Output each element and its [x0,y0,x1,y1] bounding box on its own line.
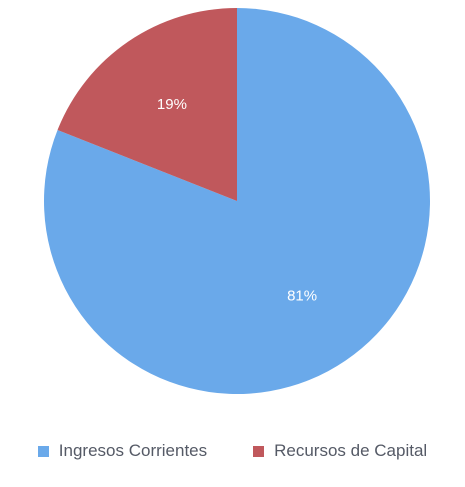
data-label-recursos-de-capital: 19% [157,96,187,113]
legend-label-recursos-de-capital: Recursos de Capital [274,441,428,460]
legend-item-recursos-de-capital: Recursos de Capital [253,441,427,461]
legend: Ingresos Corrientes Recursos de Capital [0,441,465,461]
legend-swatch-recursos-de-capital [253,445,265,457]
pie-slice-ingresos-corrientes [43,8,430,395]
legend-label-ingresos-corrientes: Ingresos Corrientes [58,441,208,460]
data-label-ingresos-corrientes: 81% [287,288,317,305]
pie-plot-area: 81% 19% [43,8,430,395]
pie-slice-recursos-de-capital [57,8,238,201]
legend-swatch-ingresos-corrientes [37,445,49,457]
legend-item-ingresos-corrientes: Ingresos Corrientes [37,441,208,461]
